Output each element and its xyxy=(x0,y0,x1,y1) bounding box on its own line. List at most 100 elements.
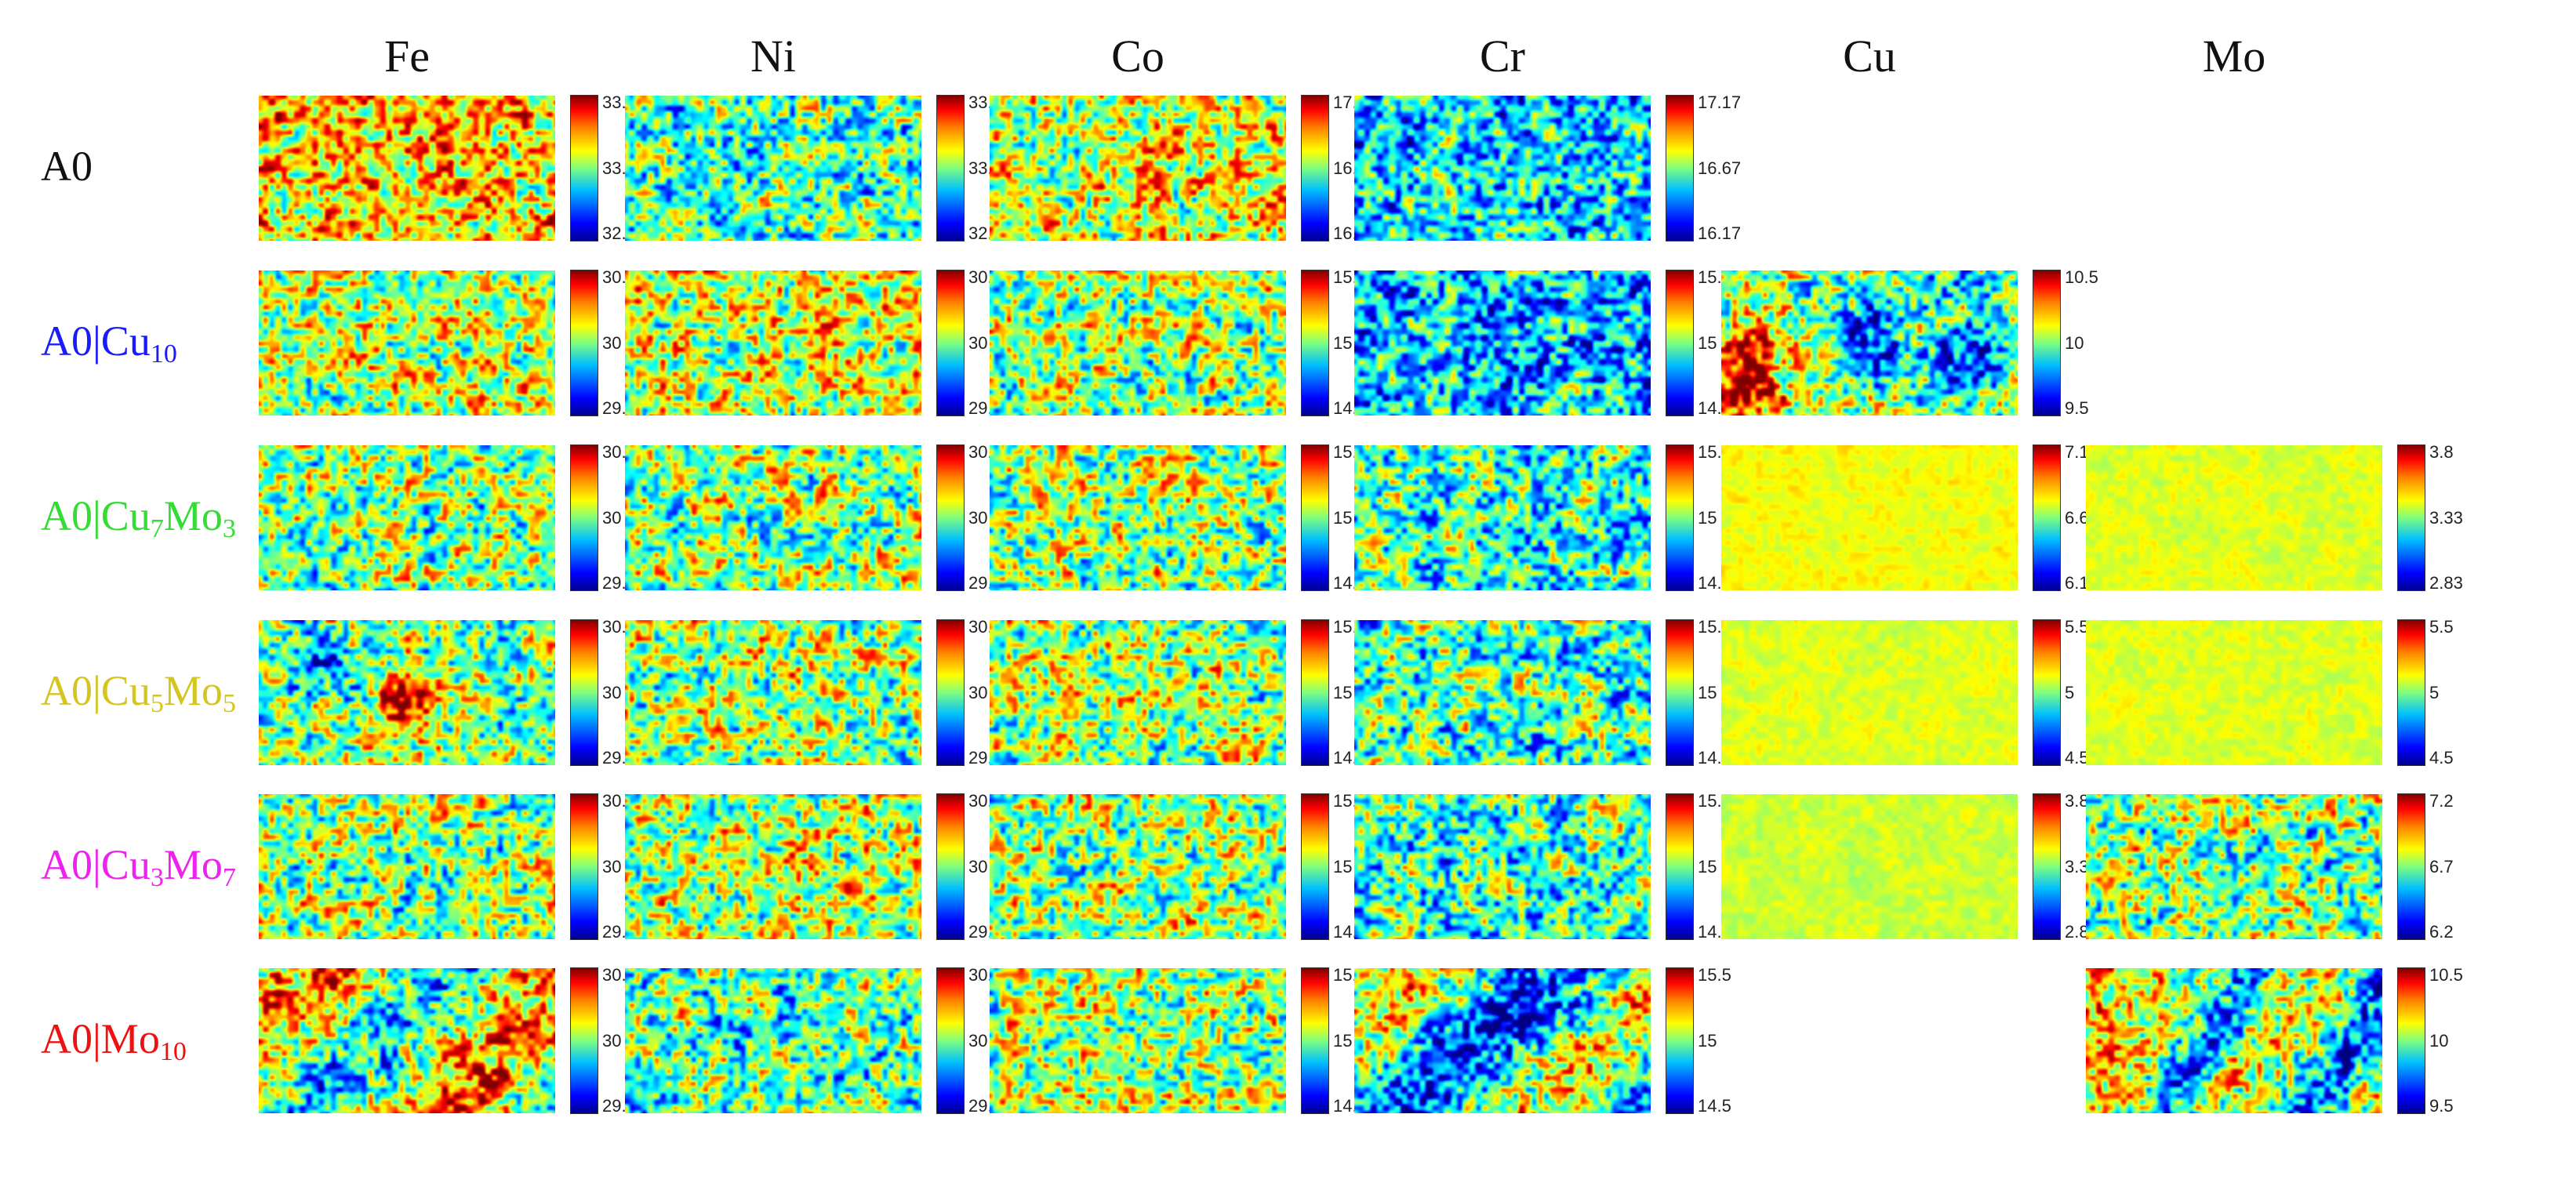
heatmap-cr-row-4 xyxy=(1354,794,1651,939)
colorbar-tick-max: 10.5 xyxy=(2065,267,2098,287)
colorbar-co-row-1 xyxy=(1301,270,1329,416)
colorbar-ni-row-3 xyxy=(936,619,965,766)
colorbar-tick-mid: 30 xyxy=(968,856,988,876)
heatmap-fe-row-5 xyxy=(259,968,555,1113)
colorbar-tick-mid: 15 xyxy=(1333,507,1353,528)
colorbar-tick-mid: 15 xyxy=(1333,1030,1353,1051)
colorbar-ni-row-4 xyxy=(936,793,965,940)
colorbar-co-row-3 xyxy=(1301,619,1329,766)
colorbar-tick-min: 14.5 xyxy=(1698,1096,1731,1116)
colorbar-mo-row-4 xyxy=(2397,793,2425,940)
colorbar-tick-max: 10.5 xyxy=(2429,965,2463,985)
row-label-0: A0 xyxy=(41,142,93,190)
colorbar-tick-mid: 16.67 xyxy=(1698,158,1742,178)
colorbar-tick-mid: 15 xyxy=(1698,1030,1717,1051)
colorbar-fe-row-5 xyxy=(570,967,598,1114)
colorbar-cu-row-3 xyxy=(2033,619,2061,766)
colorbar-tick-mid: 5 xyxy=(2429,682,2440,702)
colorbar-tick-min: 4.5 xyxy=(2429,748,2454,768)
heatmap-cu-row-1 xyxy=(1721,270,2018,416)
colorbar-tick-mid: 30 xyxy=(968,507,988,528)
heatmap-ni-row-1 xyxy=(625,270,921,416)
colorbar-co-row-0 xyxy=(1301,95,1329,241)
colorbar-co-row-2 xyxy=(1301,445,1329,591)
column-header-ni: Ni xyxy=(750,31,796,82)
colorbar-fe-row-3 xyxy=(570,619,598,766)
heatmap-co-row-5 xyxy=(990,968,1286,1113)
colorbar-tick-mid: 10 xyxy=(2429,1030,2449,1051)
heatmap-fe-row-2 xyxy=(259,445,555,590)
colorbar-tick-mid: 30 xyxy=(968,332,988,353)
heatmap-ni-row-5 xyxy=(625,968,921,1113)
colorbar-tick-mid: 6.7 xyxy=(2429,856,2454,876)
colorbar-ni-row-2 xyxy=(936,445,965,591)
colorbar-tick-min: 6.2 xyxy=(2429,922,2454,942)
colorbar-tick-max: 5.5 xyxy=(2065,617,2089,637)
colorbar-cr-row-0 xyxy=(1666,95,1694,241)
colorbar-tick-mid: 15 xyxy=(1698,856,1717,876)
colorbar-tick-mid: 15 xyxy=(1333,682,1353,702)
heatmap-mo-row-4 xyxy=(2086,794,2382,939)
heatmap-ni-row-3 xyxy=(625,620,921,765)
colorbar-cu-row-4 xyxy=(2033,793,2061,940)
column-header-cu: Cu xyxy=(1843,31,1896,82)
colorbar-tick-mid: 3.3 xyxy=(2065,856,2089,876)
heatmap-co-row-0 xyxy=(990,96,1286,241)
heatmap-mo-row-5 xyxy=(2086,968,2382,1113)
colorbar-fe-row-2 xyxy=(570,445,598,591)
column-header-fe: Fe xyxy=(384,31,430,82)
colorbar-cr-row-4 xyxy=(1666,793,1694,940)
colorbar-cu-row-1 xyxy=(2033,270,2061,416)
colorbar-tick-min: 9.5 xyxy=(2429,1096,2454,1116)
colorbar-tick-mid: 30 xyxy=(602,682,622,702)
colorbar-tick-mid: 30 xyxy=(602,1030,622,1051)
colorbar-tick-max: 17.17 xyxy=(1698,93,1742,112)
colorbar-tick-min: 9.5 xyxy=(2065,398,2089,418)
colorbar-cr-row-2 xyxy=(1666,445,1694,591)
colorbar-tick-mid: 3.33 xyxy=(2429,507,2463,528)
heatmap-fe-row-4 xyxy=(259,794,555,939)
colorbar-mo-row-5 xyxy=(2397,967,2425,1114)
colorbar-tick-mid: 15 xyxy=(1333,332,1353,353)
heatmap-cr-row-1 xyxy=(1354,270,1651,416)
heatmap-ni-row-4 xyxy=(625,794,921,939)
row-label-4: A0|Cu3Mo7 xyxy=(41,840,236,892)
heatmap-fe-row-3 xyxy=(259,620,555,765)
heatmap-co-row-2 xyxy=(990,445,1286,590)
colorbar-tick-max: 3.8 xyxy=(2429,442,2454,462)
colorbar-mo-row-3 xyxy=(2397,619,2425,766)
colorbar-cr-row-5 xyxy=(1666,967,1694,1114)
colorbar-cr-row-1 xyxy=(1666,270,1694,416)
heatmap-cu-row-3 xyxy=(1721,620,2018,765)
heatmap-cr-row-2 xyxy=(1354,445,1651,590)
colorbar-tick-max: 15.5 xyxy=(1698,965,1731,985)
colorbar-tick-mid: 15 xyxy=(1333,856,1353,876)
heatmap-cr-row-3 xyxy=(1354,620,1651,765)
colorbar-tick-mid: 15 xyxy=(1698,507,1717,528)
colorbar-tick-min: 16.17 xyxy=(1698,223,1742,243)
colorbar-cu-row-2 xyxy=(2033,445,2061,591)
colorbar-tick-min: 2.83 xyxy=(2429,573,2463,593)
column-header-cr: Cr xyxy=(1480,31,1525,82)
column-header-mo: Mo xyxy=(2202,31,2266,82)
colorbar-tick-mid: 30 xyxy=(602,507,622,528)
heatmap-fe-row-1 xyxy=(259,270,555,416)
colorbar-tick-mid: 5 xyxy=(2065,682,2075,702)
colorbar-tick-max: 5.5 xyxy=(2429,617,2454,637)
heatmap-co-row-3 xyxy=(990,620,1286,765)
colorbar-tick-mid: 30 xyxy=(968,1030,988,1051)
colorbar-fe-row-1 xyxy=(570,270,598,416)
colorbar-tick-min: 4.5 xyxy=(2065,748,2089,768)
colorbar-ni-row-0 xyxy=(936,95,965,241)
heatmap-mo-row-2 xyxy=(2086,445,2382,590)
colorbar-fe-row-4 xyxy=(570,793,598,940)
heatmap-cr-row-0 xyxy=(1354,96,1651,241)
heatmap-mo-row-3 xyxy=(2086,620,2382,765)
colorbar-tick-mid: 15 xyxy=(1698,682,1717,702)
heatmap-ni-row-0 xyxy=(625,96,921,241)
colorbar-cr-row-3 xyxy=(1666,619,1694,766)
colorbar-ni-row-1 xyxy=(936,270,965,416)
colorbar-tick-mid: 30 xyxy=(602,856,622,876)
heatmap-co-row-4 xyxy=(990,794,1286,939)
